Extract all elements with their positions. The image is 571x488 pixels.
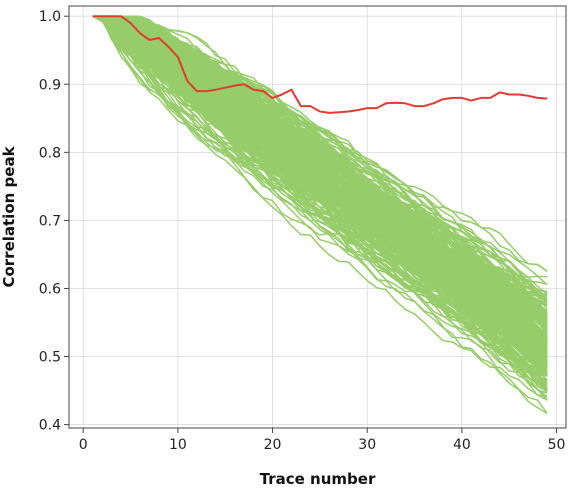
y-tick-label: 0.6 [39, 281, 61, 297]
background-series-line [92, 15, 548, 398]
x-axis-ticks: 0 10 20 30 40 50 [79, 428, 566, 453]
y-axis-label: Correlation peak [0, 145, 18, 287]
background-series-line [92, 15, 548, 349]
x-tick-label: 40 [453, 437, 471, 453]
y-axis-ticks: 0.4 0.5 0.6 0.7 0.8 0.9 1.0 [39, 9, 69, 434]
y-tick-label: 0.5 [39, 350, 61, 366]
background-series-line [92, 15, 548, 357]
background-series-line [92, 15, 548, 349]
background-series-group [92, 15, 548, 415]
background-series-line [92, 15, 548, 362]
background-series-line [92, 15, 548, 394]
y-tick-label: 1.0 [39, 9, 61, 25]
y-tick-label: 0.9 [39, 77, 61, 93]
x-tick-label: 20 [264, 437, 282, 453]
y-tick-label: 0.4 [39, 418, 61, 434]
x-tick-label: 0 [79, 437, 88, 453]
background-series-line [92, 15, 548, 295]
background-series-line [92, 15, 548, 334]
x-tick-label: 50 [548, 437, 566, 453]
background-series-line [92, 15, 548, 338]
x-tick-label: 10 [169, 437, 187, 453]
y-tick-label: 0.8 [39, 145, 61, 161]
background-series-line [92, 15, 548, 371]
background-series-line [92, 15, 548, 318]
x-axis-label: Trace number [260, 470, 376, 488]
highlight-series-line [92, 15, 548, 114]
plot-frame [68, 5, 567, 429]
x-tick-label: 30 [358, 437, 376, 453]
y-tick-label: 0.7 [39, 213, 61, 229]
